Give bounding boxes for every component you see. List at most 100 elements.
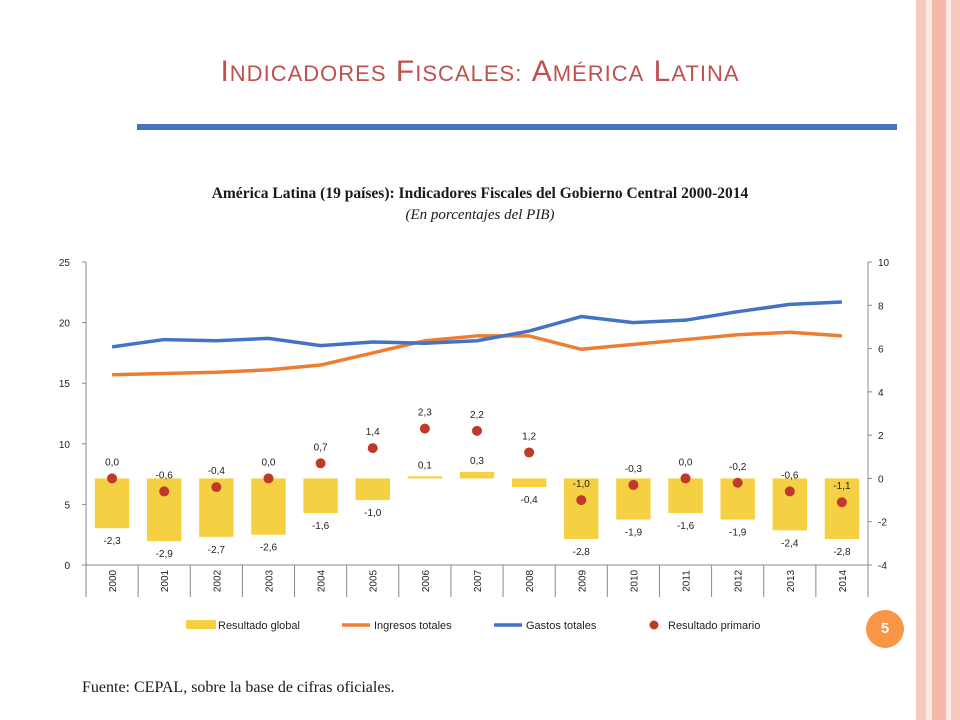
y-left-tick-label: 5	[64, 500, 70, 511]
bar-data-label: 0,3	[470, 456, 484, 467]
x-tick-label: 2011	[682, 570, 693, 592]
point-data-label: -1,1	[833, 481, 851, 492]
slide-title: INDICADORES FISCALES: AMÉRICA LATINA	[220, 55, 740, 88]
x-tick-label: 2009	[577, 569, 588, 592]
y-left-tick-label: 10	[59, 440, 71, 451]
x-tick-label: 2010	[629, 569, 640, 592]
legend-label: Gastos totales	[526, 620, 597, 632]
point-resultado-primario	[836, 497, 847, 508]
point-resultado-primario	[732, 477, 743, 488]
y-right-tick-label: 6	[878, 345, 884, 356]
bar-resultado-global	[94, 478, 130, 529]
bar-data-label: -2,8	[833, 547, 851, 558]
point-data-label: 2,3	[418, 408, 432, 419]
x-tick-label: 2008	[525, 569, 536, 592]
x-tick-label: 2006	[421, 569, 432, 592]
y-left-tick-label: 0	[64, 561, 70, 572]
bar-data-label: -2,7	[208, 545, 226, 556]
y-left-tick-label: 25	[59, 258, 71, 269]
source-note: Fuente: CEPAL, sobre la base de cifras o…	[82, 679, 395, 696]
point-data-label: -1,0	[573, 479, 591, 490]
x-tick-label: 2000	[108, 569, 119, 592]
point-resultado-primario	[211, 482, 222, 493]
point-resultado-primario	[367, 443, 378, 454]
line-ingresos-totales	[112, 330, 843, 377]
y-right-tick-label: -2	[878, 518, 887, 529]
bar-resultado-global	[303, 478, 338, 514]
y-right-tick-label: 4	[878, 388, 884, 399]
bar-resultado-global	[824, 478, 860, 540]
point-resultado-primario	[524, 447, 535, 458]
bar-data-label: -2,4	[781, 538, 799, 549]
y-right-tick-label: 0	[878, 474, 884, 485]
y-left-tick-label: 20	[59, 319, 71, 330]
bar-resultado-global	[668, 478, 703, 514]
point-resultado-primario	[472, 425, 482, 436]
bar-data-label: -1,6	[677, 521, 695, 532]
x-tick-label: 2014	[838, 569, 849, 592]
point-data-label: 0,0	[679, 457, 693, 468]
point-data-label: 1,2	[522, 431, 536, 442]
point-resultado-primario	[628, 479, 639, 490]
bar-data-label: -2,9	[156, 549, 174, 560]
x-tick-label: 2005	[369, 569, 380, 592]
bar-data-label: -0,4	[521, 495, 539, 506]
title-underline	[137, 124, 897, 130]
chart-title: América Latina (19 países): Indicadores …	[211, 185, 749, 202]
decorative-stripe	[932, 0, 946, 720]
x-tick-label: 2001	[160, 569, 171, 592]
point-resultado-primario	[107, 473, 118, 484]
bar-resultado-global	[251, 478, 286, 535]
legend-swatch	[186, 620, 216, 629]
bar-data-label: 0,1	[418, 460, 432, 471]
point-resultado-primario	[263, 473, 274, 484]
legend-swatch	[649, 620, 659, 630]
decorative-stripe	[946, 0, 951, 720]
point-data-label: -0,3	[625, 464, 643, 475]
bar-resultado-global	[511, 478, 547, 488]
point-data-label: -0,6	[781, 470, 799, 481]
point-data-label: 0,0	[262, 457, 276, 468]
decorative-stripe	[916, 0, 926, 720]
bar-resultado-global	[564, 478, 599, 540]
x-tick-label: 2004	[317, 569, 328, 592]
y-left-tick-label: 15	[59, 379, 71, 390]
legend-label: Resultado global	[218, 620, 300, 632]
y-right-tick-label: -4	[878, 561, 887, 572]
x-tick-label: 2013	[786, 569, 797, 592]
point-resultado-primario	[576, 495, 587, 506]
bar-data-label: -2,3	[103, 536, 121, 547]
bar-data-label: -1,6	[312, 521, 330, 532]
point-data-label: -0,6	[156, 470, 174, 481]
bar-resultado-global	[355, 478, 390, 501]
point-data-label: -0,4	[208, 466, 226, 477]
point-data-label: 1,4	[366, 427, 380, 438]
y-right-tick-label: 2	[878, 431, 884, 442]
page-number-badge: 5	[866, 610, 904, 648]
bar-resultado-global	[772, 478, 808, 531]
decorative-stripe	[926, 0, 932, 720]
point-resultado-primario	[784, 486, 795, 497]
bar-data-label: -2,6	[260, 543, 278, 554]
bar-resultado-global	[407, 476, 443, 479]
x-tick-label: 2003	[264, 569, 275, 592]
point-resultado-primario	[680, 473, 691, 484]
line-gastos-totales	[111, 300, 843, 349]
chart-subtitle: (En porcentajes del PIB)	[405, 207, 555, 223]
x-tick-label: 2007	[473, 569, 484, 592]
point-data-label: 0,0	[105, 457, 119, 468]
bar-resultado-global	[459, 471, 495, 479]
x-tick-label: 2002	[212, 569, 223, 592]
bar-data-label: -1,9	[625, 528, 643, 539]
decorative-stripe	[951, 0, 960, 720]
x-tick-label: 2012	[734, 569, 745, 592]
legend-label: Ingresos totales	[374, 620, 452, 632]
bar-data-label: -1,9	[729, 528, 747, 539]
legend-label: Resultado primario	[668, 620, 760, 632]
point-resultado-primario	[159, 486, 170, 497]
y-right-tick-label: 8	[878, 301, 884, 312]
point-data-label: 0,7	[314, 442, 328, 453]
y-right-tick-label: 10	[878, 258, 890, 269]
bar-data-label: -1,0	[364, 508, 382, 519]
point-resultado-primario	[419, 423, 430, 434]
